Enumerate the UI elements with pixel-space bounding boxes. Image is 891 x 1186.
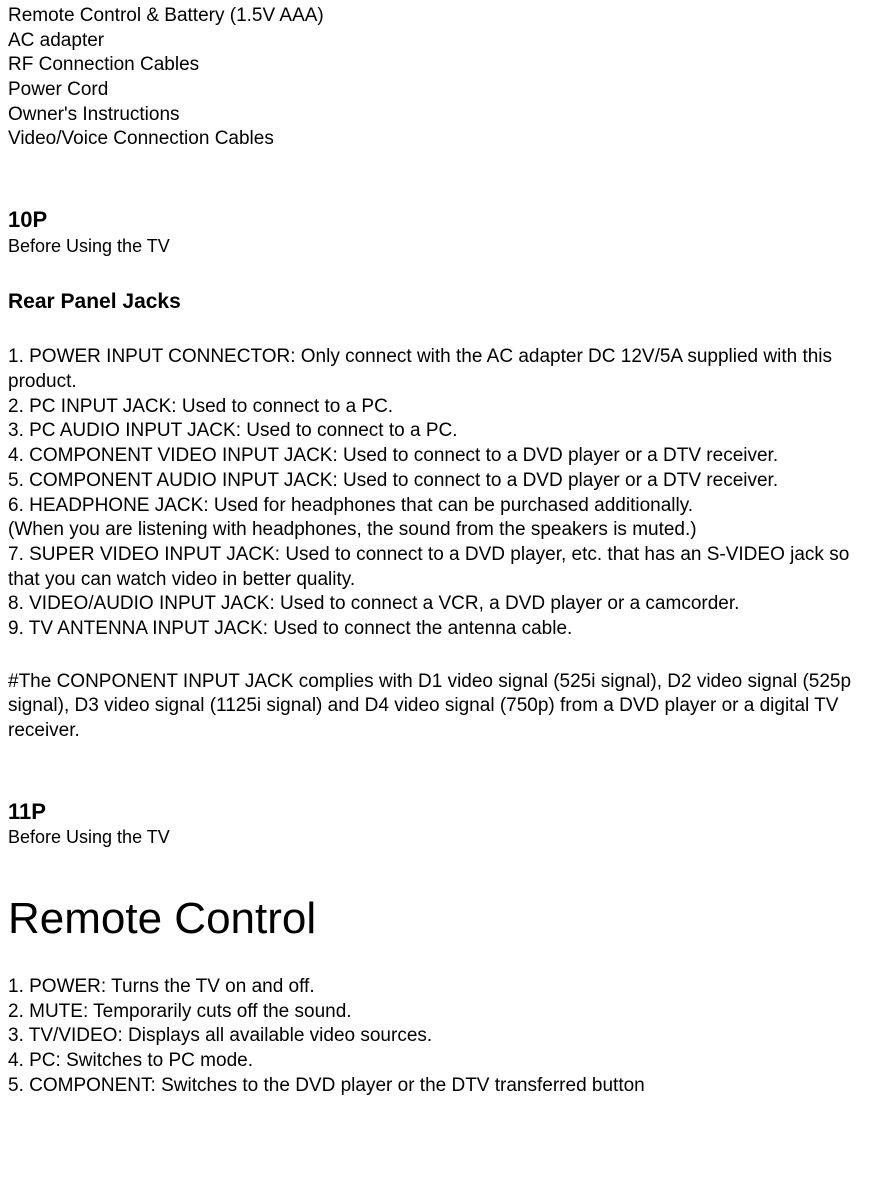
accessory-item: RF Connection Cables — [8, 53, 883, 78]
accessory-item: Power Cord — [8, 78, 883, 103]
rear-panel-heading: Rear Panel Jacks — [8, 288, 883, 315]
remote-control-item: 5. COMPONENT: Switches to the DVD player… — [8, 1074, 883, 1099]
accessory-item: Video/Voice Connection Cables — [8, 127, 883, 152]
jack-item: 4. COMPONENT VIDEO INPUT JACK: Used to c… — [8, 444, 883, 469]
jack-item: 3. PC AUDIO INPUT JACK: Used to connect … — [8, 419, 883, 444]
page-subtitle-10: Before Using the TV — [8, 235, 883, 258]
component-footnote: #The CONPONENT INPUT JACK complies with … — [8, 670, 883, 744]
page-marker-10: 10P — [8, 206, 883, 235]
page-marker-11: 11P — [8, 798, 883, 827]
jack-item: 6. HEADPHONE JACK: Used for headphones t… — [8, 494, 883, 519]
accessory-item: AC adapter — [8, 29, 883, 54]
remote-control-item: 3. TV/VIDEO: Displays all available vide… — [8, 1024, 883, 1049]
remote-control-item: 1. POWER: Turns the TV on and off. — [8, 975, 883, 1000]
accessories-list: Remote Control & Battery (1.5V AAA) AC a… — [8, 4, 883, 152]
jack-item: 8. VIDEO/AUDIO INPUT JACK: Used to conne… — [8, 592, 883, 617]
remote-control-list: 1. POWER: Turns the TV on and off. 2. MU… — [8, 975, 883, 1098]
jack-item: 2. PC INPUT JACK: Used to connect to a P… — [8, 395, 883, 420]
remote-control-item: 4. PC: Switches to PC mode. — [8, 1049, 883, 1074]
page-subtitle-11: Before Using the TV — [8, 826, 883, 849]
accessory-item: Owner's Instructions — [8, 103, 883, 128]
jack-item: 1. POWER INPUT CONNECTOR: Only connect w… — [8, 345, 883, 394]
remote-control-heading: Remote Control — [8, 890, 883, 947]
accessory-item: Remote Control & Battery (1.5V AAA) — [8, 4, 883, 29]
jack-item: 5. COMPONENT AUDIO INPUT JACK: Used to c… — [8, 469, 883, 494]
jack-item: (When you are listening with headphones,… — [8, 518, 883, 543]
rear-panel-jacks-list: 1. POWER INPUT CONNECTOR: Only connect w… — [8, 345, 883, 641]
jack-item: 9. TV ANTENNA INPUT JACK: Used to connec… — [8, 617, 883, 642]
remote-control-item: 2. MUTE: Temporarily cuts off the sound. — [8, 1000, 883, 1025]
jack-item: 7. SUPER VIDEO INPUT JACK: Used to conne… — [8, 543, 883, 592]
